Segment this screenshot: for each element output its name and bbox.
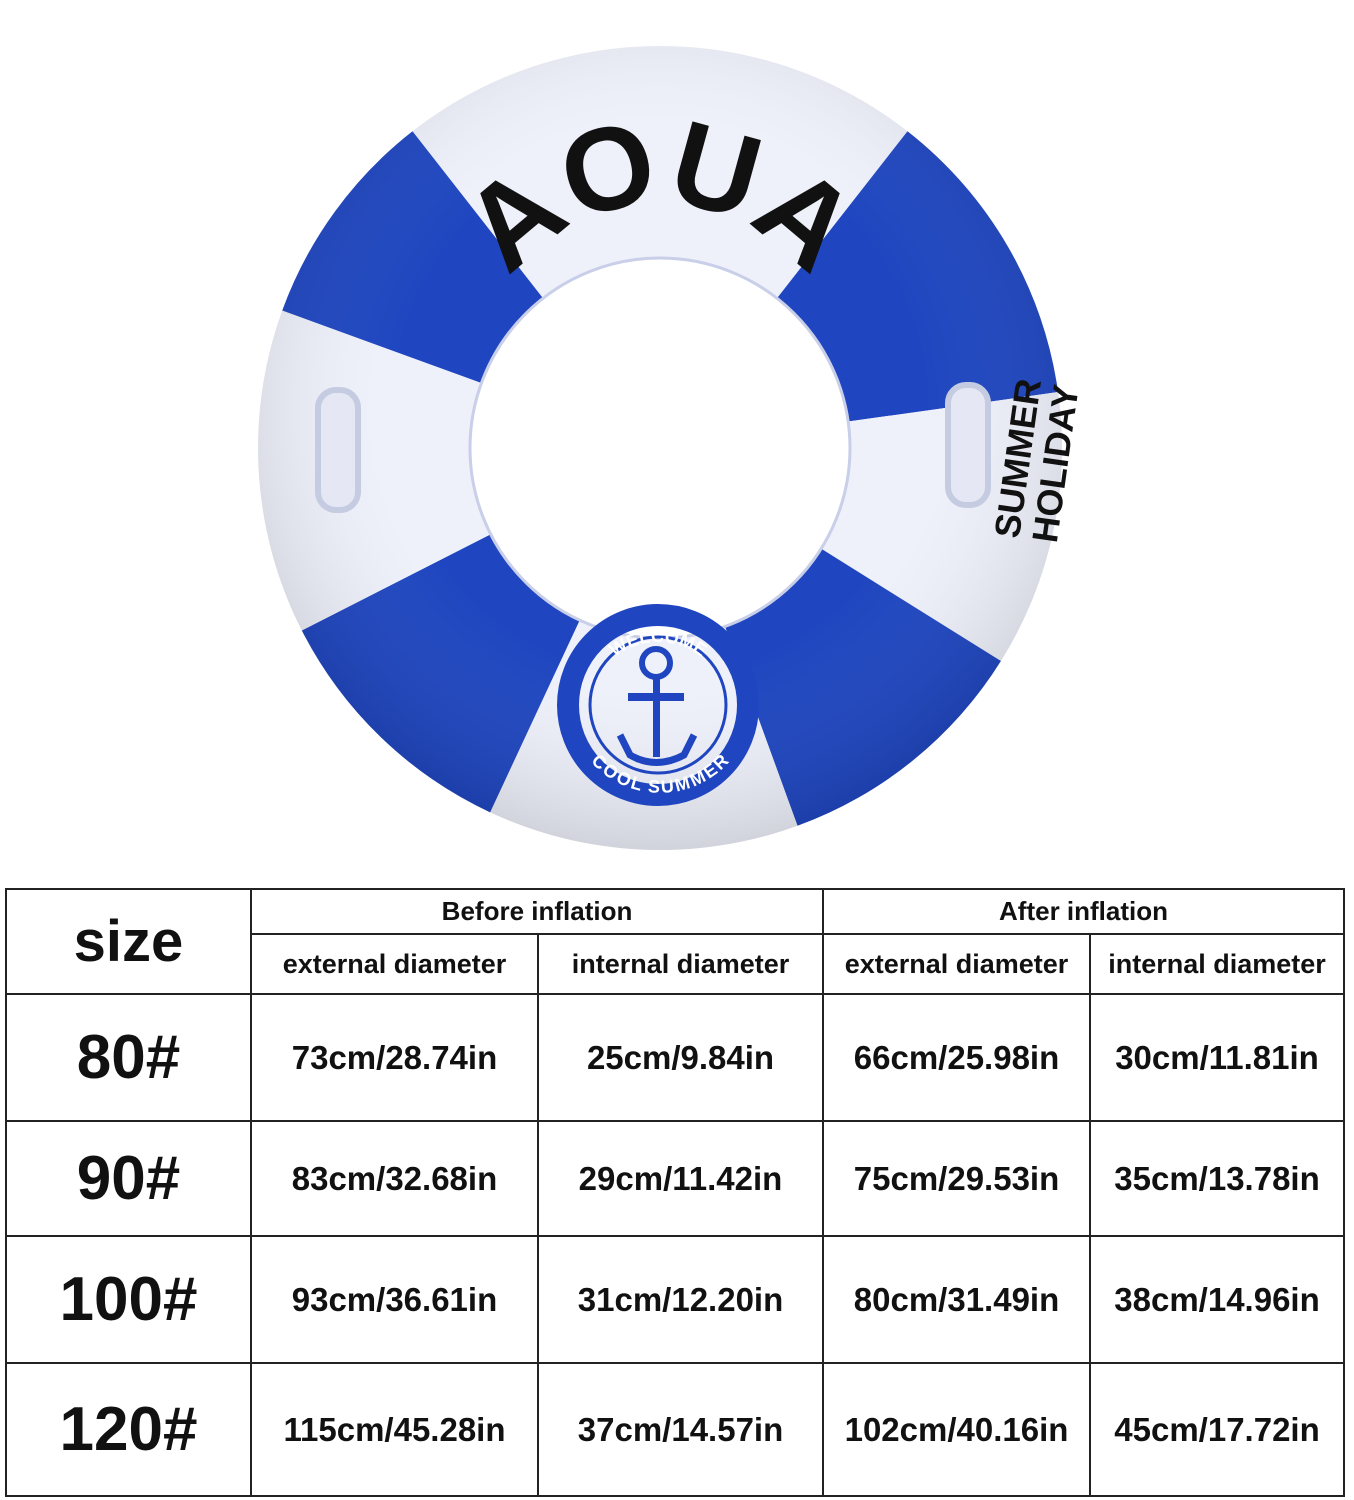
value-cell: 29cm/11.42in bbox=[536, 1120, 825, 1237]
value-cell: 35cm/13.78in bbox=[1089, 1120, 1346, 1237]
value-cell: 45cm/17.72in bbox=[1089, 1362, 1346, 1497]
value-cell: 73cm/28.74in bbox=[250, 993, 539, 1122]
table-row: 120# 115cm/45.28in 37cm/14.57in 102cm/40… bbox=[5, 1362, 1346, 1497]
table-row: 100# 93cm/36.61in 31cm/12.20in 80cm/31.4… bbox=[5, 1235, 1346, 1364]
value-cell: 102cm/40.16in bbox=[822, 1362, 1092, 1497]
value-cell: 30cm/11.81in bbox=[1089, 993, 1346, 1122]
size-table: size Before inflation After inflation ex… bbox=[5, 888, 1346, 1497]
value-cell: 31cm/12.20in bbox=[536, 1235, 825, 1364]
size-cell: 100# bbox=[5, 1235, 252, 1364]
group-header-before: Before inflation bbox=[249, 888, 825, 935]
value-cell: 115cm/45.28in bbox=[250, 1362, 539, 1497]
size-cell: 80# bbox=[5, 993, 252, 1122]
table-row: 80# 73cm/28.74in 25cm/9.84in 66cm/25.98i… bbox=[5, 993, 1346, 1122]
size-header: size bbox=[5, 888, 252, 995]
right-handle bbox=[945, 382, 991, 508]
value-cell: 75cm/29.53in bbox=[822, 1120, 1092, 1237]
value-cell: 37cm/14.57in bbox=[536, 1362, 825, 1497]
subheader: internal diameter bbox=[536, 933, 825, 995]
size-cell: 90# bbox=[5, 1120, 252, 1237]
value-cell: 83cm/32.68in bbox=[250, 1120, 539, 1237]
table-row: 90# 83cm/32.68in 29cm/11.42in 75cm/29.53… bbox=[5, 1120, 1346, 1237]
value-cell: 93cm/36.61in bbox=[250, 1235, 539, 1364]
value-cell: 25cm/9.84in bbox=[536, 993, 825, 1122]
swim-ring-image: AOUA SUMMER HOLIDAY WELCOME COOL SUMMER bbox=[257, 45, 1087, 850]
anchor-icon bbox=[653, 677, 660, 757]
subheader: internal diameter bbox=[1089, 933, 1346, 995]
subheader: external diameter bbox=[822, 933, 1092, 995]
value-cell: 80cm/31.49in bbox=[822, 1235, 1092, 1364]
group-header-after: After inflation bbox=[822, 888, 1346, 935]
size-cell: 120# bbox=[5, 1362, 252, 1497]
value-cell: 66cm/25.98in bbox=[822, 993, 1092, 1122]
left-handle bbox=[315, 387, 361, 513]
subheader: external diameter bbox=[250, 933, 539, 995]
value-cell: 38cm/14.96in bbox=[1089, 1235, 1346, 1364]
